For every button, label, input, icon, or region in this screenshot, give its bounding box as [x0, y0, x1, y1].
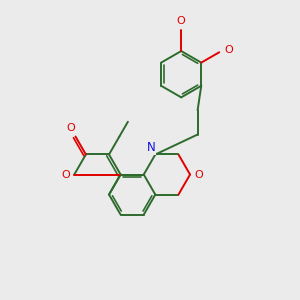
Text: N: N	[147, 141, 155, 154]
Text: O: O	[66, 123, 75, 133]
Text: O: O	[177, 16, 186, 26]
Text: O: O	[224, 45, 233, 55]
Text: O: O	[195, 169, 203, 179]
Text: O: O	[61, 169, 70, 179]
